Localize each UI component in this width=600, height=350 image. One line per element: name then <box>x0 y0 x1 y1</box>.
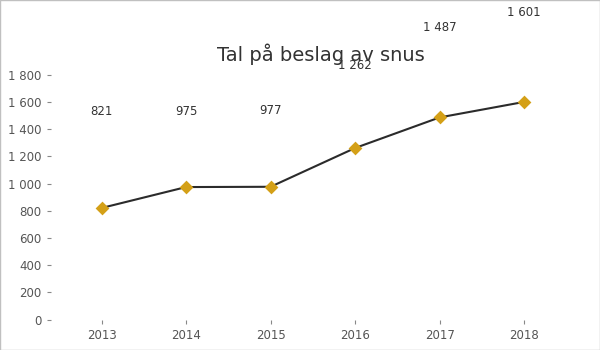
Text: 821: 821 <box>91 105 113 118</box>
Point <box>181 184 191 190</box>
Text: 1 487: 1 487 <box>423 21 457 34</box>
Point <box>350 145 360 151</box>
Text: 1 262: 1 262 <box>338 59 372 72</box>
Title: Tal på beslag av snus: Tal på beslag av snus <box>217 43 425 65</box>
Point <box>519 99 529 105</box>
Text: 975: 975 <box>175 105 197 118</box>
Text: 977: 977 <box>259 104 282 117</box>
Point <box>435 115 445 120</box>
Point <box>97 205 106 211</box>
Text: 1 601: 1 601 <box>507 6 541 19</box>
Point <box>266 184 275 190</box>
